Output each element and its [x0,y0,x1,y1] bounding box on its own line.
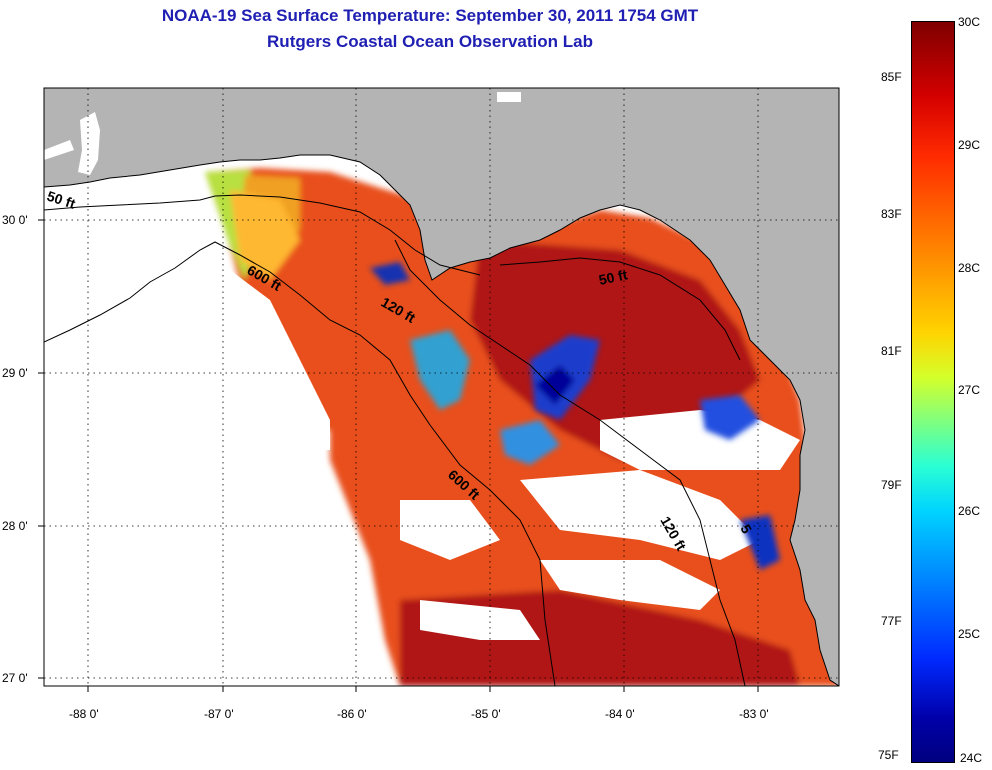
colorbar-c-label: 24C [960,751,983,765]
map-subtitle: Rutgers Coastal Ocean Observation Lab [267,32,593,51]
graticule [44,88,839,686]
colorbar-f-label: 75F [878,748,899,762]
lon-label: -86 0' [337,707,367,721]
colorbar-c-label: 29C [958,138,981,152]
isobath-lines [44,194,746,686]
axis-ticks [38,219,759,692]
colorbar-f-label: 85F [881,70,902,84]
mobile-bay [78,112,100,175]
colorbar-c-label: 26C [958,504,981,518]
lat-label: 28 0' [2,519,28,533]
colorbar-f-label: 81F [881,344,902,358]
lon-label: -83 0' [739,707,769,721]
isobath-label: 50 ft [597,266,629,288]
inland-water [497,92,521,102]
colorbar-c-label: 28C [958,261,981,275]
lon-label: -85 0' [471,707,501,721]
lat-label: 27 0' [2,671,28,685]
colorbar-f-label: 77F [881,614,902,628]
colorbar-f-label: 83F [881,207,902,221]
colorbar-f-label: 79F [881,478,902,492]
colorbar-c-label: 27C [958,383,981,397]
river-outlet [44,140,74,160]
lat-label: 29 0' [2,366,28,380]
lat-label: 30 0' [2,213,28,227]
cool-water-patches [370,262,780,570]
temperature-colorbar [911,21,955,763]
map-border [43,87,840,687]
lon-label: -88 0' [69,707,99,721]
colorbar-c-label: 30C [958,15,981,29]
land-mass [44,88,839,686]
colorbar-c-label: 25C [958,627,981,641]
lon-label: -84 0' [605,707,635,721]
map-content [44,88,839,686]
map-title: NOAA-19 Sea Surface Temperature: Septemb… [161,6,699,25]
lon-label: -87 0' [204,707,234,721]
